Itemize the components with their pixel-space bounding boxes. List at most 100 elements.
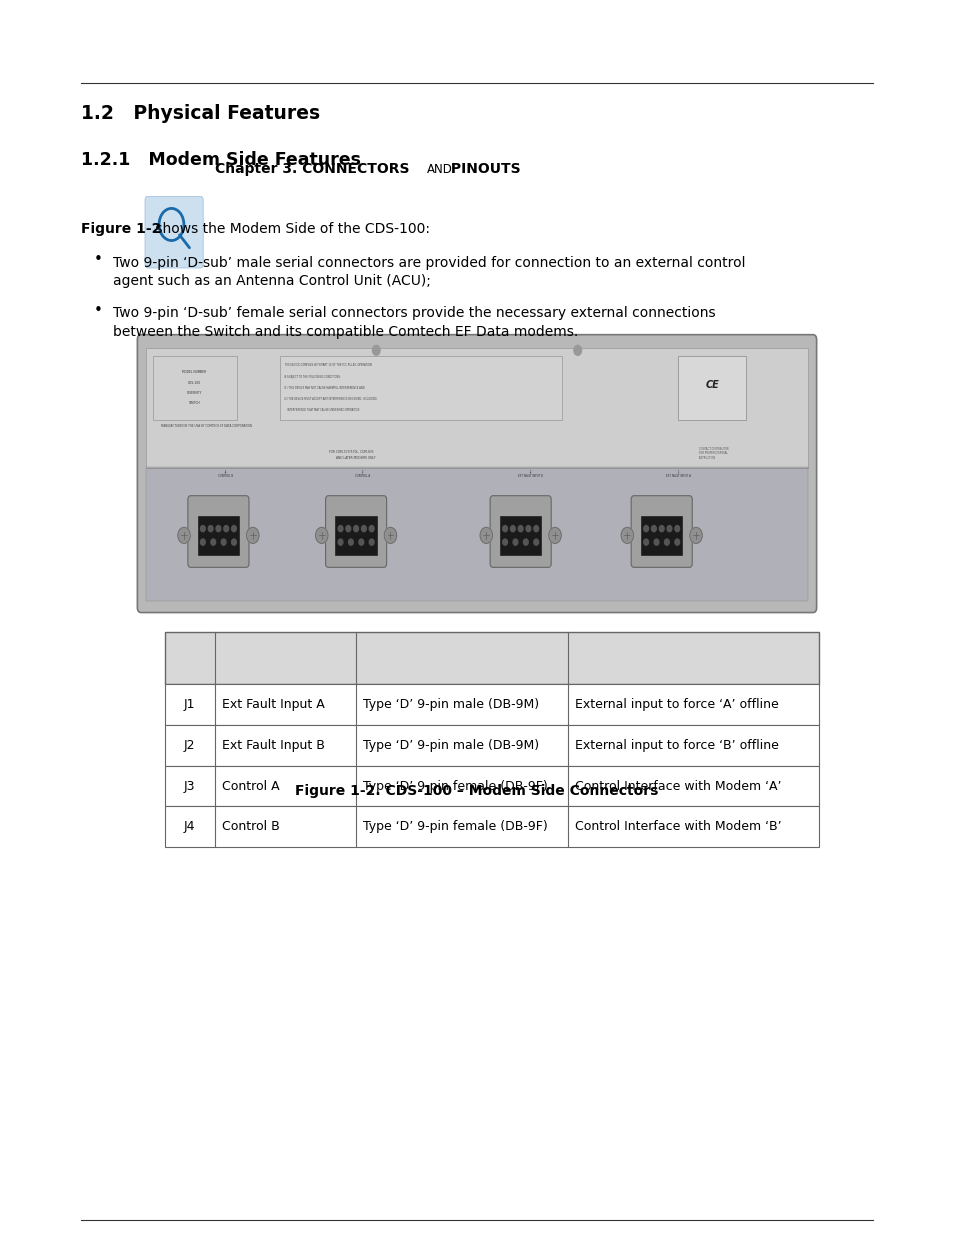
Circle shape [643,526,648,532]
Bar [146,468,807,601]
Circle shape [664,538,669,545]
Text: MODEL NUMBER: MODEL NUMBER [182,369,207,374]
Circle shape [221,538,226,545]
Circle shape [659,526,663,532]
Text: THIS DEVICE COMPLIES WITH PART 15 OF THE FCC RULES. OPERATION: THIS DEVICE COMPLIES WITH PART 15 OF THE… [284,363,372,368]
Text: between the Switch and its compatible Comtech EF Data modems.: between the Switch and its compatible Co… [112,325,578,338]
Text: Control Interface with Modem ‘A’: Control Interface with Modem ‘A’ [575,779,781,793]
Circle shape [224,526,229,532]
Text: PINOUTS: PINOUTS [446,162,520,177]
Circle shape [358,538,363,545]
Circle shape [337,538,342,545]
Text: SWITCH: SWITCH [189,401,200,405]
Text: J3
CONTROL A: J3 CONTROL A [355,469,370,478]
Circle shape [510,526,515,532]
Circle shape [211,538,215,545]
Text: 1.2.1   Modem Side Features: 1.2.1 Modem Side Features [81,151,361,169]
Text: AND: AND [426,163,452,175]
Text: DIVERSITY: DIVERSITY [187,391,202,395]
Text: J2: J2 [184,739,195,752]
Text: CE: CE [704,379,719,390]
Bar [152,356,236,420]
Bar [640,516,681,555]
Circle shape [246,527,258,543]
FancyBboxPatch shape [188,495,249,567]
Circle shape [354,526,358,532]
Circle shape [372,346,379,356]
Circle shape [502,538,507,545]
Bar [197,516,239,555]
Circle shape [643,538,648,545]
Circle shape [666,526,671,532]
Text: Two 9-pin ‘D-sub’ female serial connectors provide the necessary external connec: Two 9-pin ‘D-sub’ female serial connecto… [112,306,715,320]
Circle shape [384,527,396,543]
Bar [499,516,541,555]
Circle shape [651,526,656,532]
Text: J4: J4 [184,820,195,834]
Text: Type ‘D’ 9-pin female (DB-9F): Type ‘D’ 9-pin female (DB-9F) [363,820,548,834]
Circle shape [513,538,517,545]
Circle shape [208,526,213,532]
Text: Figure 1-2. CDS-100 – Modem Side Connectors: Figure 1-2. CDS-100 – Modem Side Connect… [295,784,658,798]
FancyBboxPatch shape [145,196,203,268]
Circle shape [548,527,560,543]
Bar [165,766,818,806]
Circle shape [232,526,236,532]
Circle shape [517,526,522,532]
Circle shape [337,526,342,532]
Text: INTERFERENCE THAT MAY CAUSE UNDESIRED OPERATION: INTERFERENCE THAT MAY CAUSE UNDESIRED OP… [284,409,359,412]
Text: IS SUBJECT TO THE FOLLOWING CONDITIONS:: IS SUBJECT TO THE FOLLOWING CONDITIONS: [284,374,340,379]
FancyBboxPatch shape [137,335,816,613]
Text: FOR COM-570/570L, COM-835: FOR COM-570/570L, COM-835 [329,450,374,453]
Circle shape [502,526,507,532]
Text: (2) THE DEVICE MUST ACCEPT ANY INTERFERENCE RECEIVED, INCLUDING: (2) THE DEVICE MUST ACCEPT ANY INTERFERE… [284,398,376,401]
Bar [678,356,745,420]
Bar [165,806,818,847]
Text: J4
CONTROL B: J4 CONTROL B [217,469,233,478]
Text: J1: J1 [184,698,195,711]
Text: External input to force ‘B’ offline: External input to force ‘B’ offline [575,739,779,752]
Text: 1.2   Physical Features: 1.2 Physical Features [81,104,320,122]
Bar [165,632,818,684]
Text: CDS-100: CDS-100 [188,380,201,385]
Circle shape [215,526,220,532]
Bar [165,684,818,725]
Circle shape [689,527,701,543]
Circle shape [654,538,659,545]
Text: Control Interface with Modem ‘B’: Control Interface with Modem ‘B’ [575,820,781,834]
Text: Type ‘D’ 9-pin male (DB-9M): Type ‘D’ 9-pin male (DB-9M) [363,739,539,752]
Text: Control B: Control B [222,820,280,834]
Circle shape [534,538,538,545]
Text: AND LATER MODEMS ONLY: AND LATER MODEMS ONLY [335,456,375,461]
Circle shape [315,527,328,543]
Text: shows the Modem Side of the CDS-100:: shows the Modem Side of the CDS-100: [151,222,429,236]
Text: (1) THIS DEVICE MAY NOT CAUSE HARMFUL INTERFERENCE AND: (1) THIS DEVICE MAY NOT CAUSE HARMFUL IN… [284,385,365,390]
Bar [165,725,818,766]
Text: Chapter 3. CONNECTORS: Chapter 3. CONNECTORS [214,162,414,177]
Circle shape [523,538,528,545]
Text: J1
EXT FAULT INPUT A: J1 EXT FAULT INPUT A [665,469,690,478]
Text: Ext Fault Input B: Ext Fault Input B [222,739,325,752]
Bar [146,348,807,468]
Bar [279,356,561,420]
Text: Type ‘D’ 9-pin female (DB-9F): Type ‘D’ 9-pin female (DB-9F) [363,779,548,793]
Circle shape [200,538,205,545]
Text: agent such as an Antenna Control Unit (ACU);: agent such as an Antenna Control Unit (A… [112,274,430,288]
Text: CONTACT DISTRIBUTOR
FOR PROPER DISPOSAL
INSTRUCTION: CONTACT DISTRIBUTOR FOR PROPER DISPOSAL … [698,447,727,459]
FancyBboxPatch shape [631,495,692,567]
Text: J2
EXT FAULT INPUT B: J2 EXT FAULT INPUT B [517,469,542,478]
Bar [335,516,376,555]
FancyBboxPatch shape [490,495,551,567]
Circle shape [620,527,633,543]
Text: Control A: Control A [222,779,279,793]
Circle shape [361,526,366,532]
Text: Type ‘D’ 9-pin male (DB-9M): Type ‘D’ 9-pin male (DB-9M) [363,698,539,711]
Circle shape [346,526,351,532]
Circle shape [177,527,190,543]
Circle shape [200,526,205,532]
Text: •: • [93,252,102,267]
Circle shape [525,526,530,532]
Circle shape [369,526,374,532]
Circle shape [574,346,581,356]
Circle shape [369,538,374,545]
